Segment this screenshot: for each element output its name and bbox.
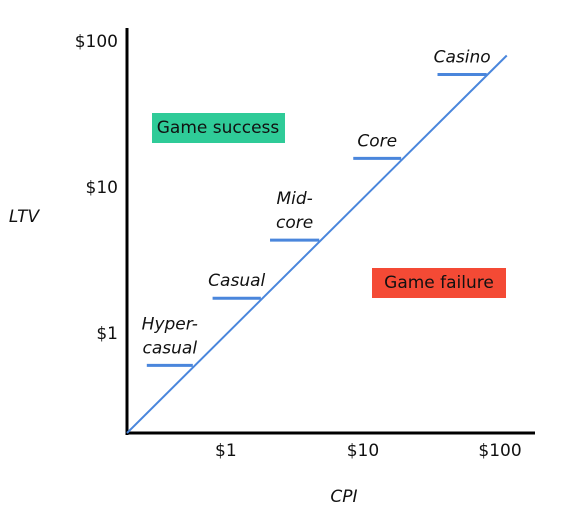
segment-label: Core — [357, 131, 397, 151]
success-label: Game success — [157, 118, 280, 138]
failure-label: Game failure — [384, 273, 494, 293]
x-tick-label: $10 — [347, 441, 379, 461]
x-tick-label: $1 — [215, 441, 237, 461]
y-tick-label: $1 — [96, 324, 118, 344]
y-tick-label: $100 — [75, 32, 118, 52]
success-box — [152, 113, 285, 143]
segment-label: casual — [143, 338, 198, 358]
segment-label: Casual — [208, 271, 265, 291]
y-tick-label: $10 — [86, 178, 118, 198]
x-tick-label: $100 — [478, 441, 521, 461]
x-axis-label: CPI — [330, 487, 357, 507]
segment-label: Casino — [434, 48, 491, 68]
diagonal-line — [126, 54, 508, 434]
segment-label: core — [276, 213, 313, 233]
segment-label: Hyper- — [142, 314, 198, 334]
failure-box — [372, 268, 506, 298]
y-axis-label: LTV — [9, 207, 41, 227]
segment-label: Mid- — [276, 189, 312, 209]
